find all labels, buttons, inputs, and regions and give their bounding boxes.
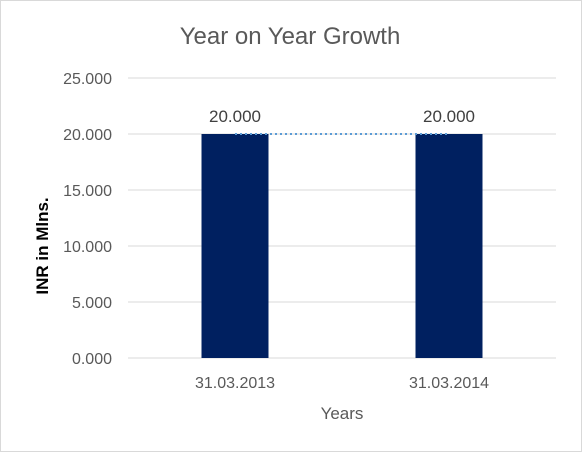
data-labels: 20.000 20.000 <box>209 107 475 126</box>
y-tick-label: 15.000 <box>63 183 112 200</box>
chart-title: Year on Year Growth <box>180 23 401 50</box>
y-tick-label: 5.000 <box>72 295 112 312</box>
data-label: 20.000 <box>423 107 475 126</box>
y-tick-label: 25.000 <box>63 71 112 88</box>
data-label: 20.000 <box>209 107 261 126</box>
x-axis-title: Years <box>321 404 364 423</box>
x-axis-ticks: 31.03.2013 31.03.2014 <box>195 375 489 392</box>
gridlines <box>128 77 556 359</box>
y-tick-label: 20.000 <box>63 127 112 144</box>
x-tick-label: 31.03.2013 <box>195 375 275 392</box>
y-axis-ticks: 0.000 5.000 10.000 15.000 20.000 25.000 <box>63 71 112 368</box>
x-tick-label: 31.03.2014 <box>409 375 489 392</box>
bar <box>415 134 483 358</box>
y-axis-title: INR in Mlns. <box>33 197 52 294</box>
bars <box>201 134 483 358</box>
y-tick-label: 0.000 <box>72 351 112 368</box>
y-tick-label: 10.000 <box>63 239 112 256</box>
bar <box>201 134 269 358</box>
